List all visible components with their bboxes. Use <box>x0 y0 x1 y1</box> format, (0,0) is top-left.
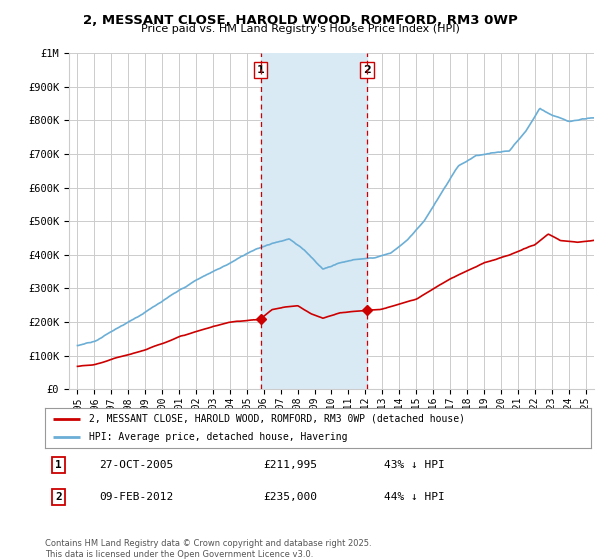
Text: £235,000: £235,000 <box>263 492 317 502</box>
Text: 1: 1 <box>257 65 265 75</box>
Text: 2, MESSANT CLOSE, HAROLD WOOD, ROMFORD, RM3 0WP: 2, MESSANT CLOSE, HAROLD WOOD, ROMFORD, … <box>83 14 517 27</box>
Text: Price paid vs. HM Land Registry's House Price Index (HPI): Price paid vs. HM Land Registry's House … <box>140 24 460 34</box>
Text: 43% ↓ HPI: 43% ↓ HPI <box>383 460 444 470</box>
Text: £211,995: £211,995 <box>263 460 317 470</box>
Bar <box>261 53 367 389</box>
Text: 09-FEB-2012: 09-FEB-2012 <box>100 492 174 502</box>
Text: 27-OCT-2005: 27-OCT-2005 <box>100 460 174 470</box>
Text: Contains HM Land Registry data © Crown copyright and database right 2025.
This d: Contains HM Land Registry data © Crown c… <box>45 539 371 559</box>
Text: 2: 2 <box>55 492 62 502</box>
Text: HPI: Average price, detached house, Havering: HPI: Average price, detached house, Have… <box>89 432 347 442</box>
Text: 1: 1 <box>55 460 62 470</box>
Text: 2, MESSANT CLOSE, HAROLD WOOD, ROMFORD, RM3 0WP (detached house): 2, MESSANT CLOSE, HAROLD WOOD, ROMFORD, … <box>89 414 464 423</box>
Text: 2: 2 <box>363 65 371 75</box>
Text: 44% ↓ HPI: 44% ↓ HPI <box>383 492 444 502</box>
